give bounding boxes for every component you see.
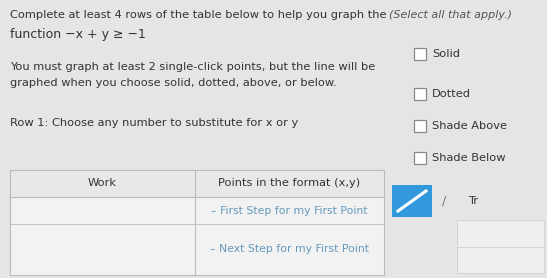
Bar [10, 170, 384, 275]
Text: Row 1: Choose any number to substitute for x or y: Row 1: Choose any number to substitute f… [10, 118, 298, 128]
Text: Shade Below: Shade Below [432, 153, 505, 163]
Bar [414, 120, 426, 132]
Bar [10, 170, 384, 197]
Text: Work: Work [88, 178, 117, 188]
Text: Dotted: Dotted [432, 89, 471, 99]
Text: You must graph at least 2 single-click points, but the line will be: You must graph at least 2 single-click p… [10, 62, 375, 72]
Text: Tr: Tr [468, 196, 478, 206]
Text: (Select all that apply.): (Select all that apply.) [389, 10, 512, 20]
Bar [392, 185, 432, 217]
Bar [10, 170, 384, 275]
Text: /: / [442, 195, 446, 207]
Text: – First Step for my First Point: – First Step for my First Point [211, 205, 368, 215]
Text: Complete at least 4 rows of the table below to help you graph the: Complete at least 4 rows of the table be… [10, 10, 387, 20]
Text: – Next Step for my First Point: – Next Step for my First Point [210, 244, 369, 254]
Text: function −x + y ≥ −1: function −x + y ≥ −1 [10, 28, 146, 41]
Bar [414, 48, 426, 60]
Bar [414, 88, 426, 100]
Bar [457, 220, 544, 273]
Text: graphed when you choose solid, dotted, above, or below.: graphed when you choose solid, dotted, a… [10, 78, 337, 88]
Text: Points in the format (x,y): Points in the format (x,y) [218, 178, 360, 188]
Text: Solid: Solid [432, 49, 460, 59]
Text: Shade Above: Shade Above [432, 121, 507, 131]
Bar [414, 152, 426, 164]
